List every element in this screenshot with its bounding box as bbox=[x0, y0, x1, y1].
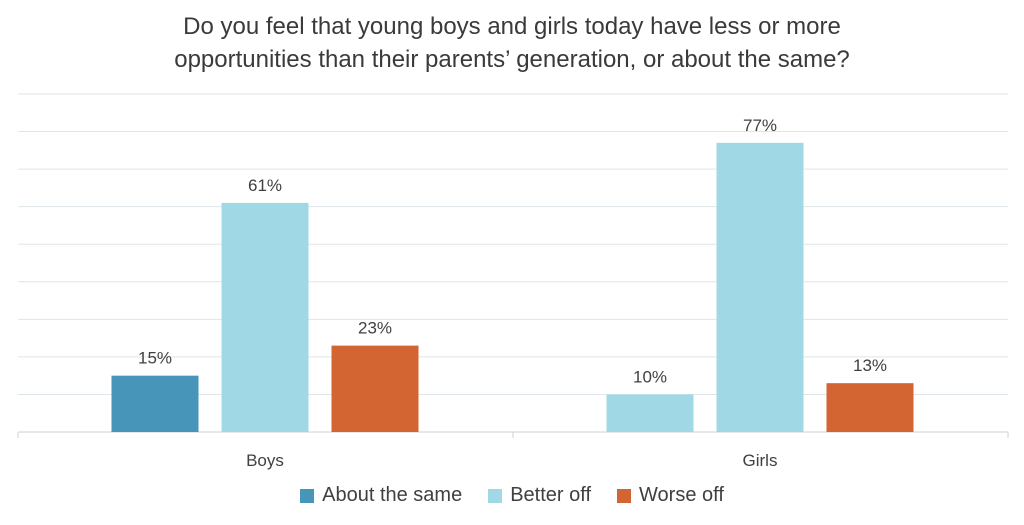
x-tick-label: Girls bbox=[743, 451, 778, 470]
bar-girls-worse-off bbox=[826, 383, 914, 432]
bar-girls-about-the-same bbox=[606, 394, 694, 432]
bar-boys-about-the-same bbox=[111, 375, 199, 432]
legend-item: Better off bbox=[488, 484, 591, 507]
data-label: 10% bbox=[633, 367, 667, 386]
chart-title: Do you feel that young boys and girls to… bbox=[0, 10, 1024, 76]
bar-boys-better-off bbox=[221, 202, 309, 432]
legend-swatch bbox=[300, 488, 315, 503]
chart-title-line-1: Do you feel that young boys and girls to… bbox=[183, 13, 841, 40]
legend-swatch bbox=[488, 488, 503, 503]
data-label: 13% bbox=[853, 356, 887, 375]
legend-item: About the same bbox=[300, 484, 462, 507]
legend-label: Better off bbox=[510, 484, 592, 506]
bar-girls-better-off bbox=[716, 142, 804, 433]
data-label: 23% bbox=[358, 319, 392, 338]
legend-item: Worse off bbox=[617, 484, 724, 507]
legend-label: Worse off bbox=[639, 484, 724, 506]
bar-boys-worse-off bbox=[331, 345, 419, 432]
x-tick-label: Boys bbox=[246, 451, 284, 470]
data-label: 61% bbox=[248, 176, 282, 195]
chart-legend: About the same Better off Worse off bbox=[0, 484, 1024, 507]
legend-label: About the same bbox=[322, 484, 463, 506]
chart-title-line-2: opportunities than their parents’ genera… bbox=[174, 46, 850, 73]
data-label: 77% bbox=[743, 116, 777, 135]
data-label: 15% bbox=[138, 349, 172, 368]
legend-swatch bbox=[617, 488, 632, 503]
